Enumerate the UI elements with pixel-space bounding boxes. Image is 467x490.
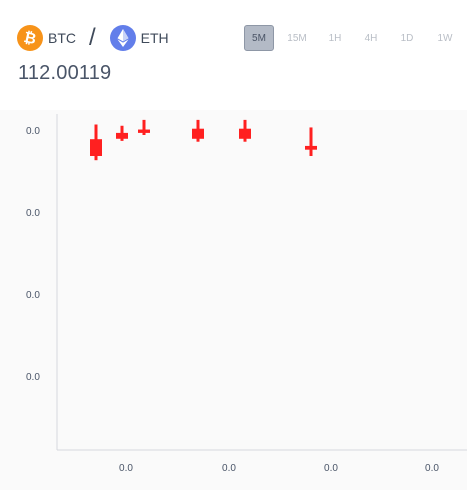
candle xyxy=(192,119,204,142)
trading-pair: ₿ BTC / ETH xyxy=(17,24,169,52)
x-tick-label: 0.0 xyxy=(425,463,439,474)
y-tick-label: 0.0 xyxy=(26,126,40,137)
y-tick-label: 0.0 xyxy=(26,372,40,383)
interval-1h-button[interactable]: 1H xyxy=(328,32,342,44)
interval-15m-button[interactable]: 15M xyxy=(287,32,307,44)
interval-1w-button[interactable]: 1W xyxy=(437,32,453,44)
candle xyxy=(239,119,251,142)
candle-body xyxy=(305,145,317,150)
candle xyxy=(138,119,150,135)
candlestick-chart-panel[interactable]: 0.0 0.0 0.0 0.0 0.0 0.0 0.0 0.0 xyxy=(0,110,467,490)
candle-body xyxy=(239,128,251,139)
candle xyxy=(116,125,128,141)
y-tick-label: 0.0 xyxy=(26,290,40,301)
interval-selector: 5M 15M 1H 4H 1D 1W xyxy=(244,25,460,51)
base-token-symbol: BTC xyxy=(48,30,76,46)
x-tick-label: 0.0 xyxy=(222,463,236,474)
ethereum-icon xyxy=(109,25,136,51)
candle-body xyxy=(90,139,102,156)
candle-body xyxy=(192,128,204,139)
candlestick-chart[interactable]: 0.0 0.0 0.0 0.0 0.0 0.0 0.0 0.0 xyxy=(0,110,467,490)
quote-token: ETH xyxy=(109,25,169,51)
candle-body xyxy=(138,129,150,133)
interval-5m-button[interactable]: 5M xyxy=(244,25,274,51)
pair-separator: / xyxy=(89,24,96,51)
x-tick-label: 0.0 xyxy=(324,463,338,474)
candle-body xyxy=(116,132,128,139)
current-price: 112.00119 xyxy=(18,62,112,84)
bitcoin-icon: ₿ xyxy=(17,25,43,51)
x-tick-label: 0.0 xyxy=(119,463,133,474)
y-tick-label: 0.0 xyxy=(26,208,40,219)
candle xyxy=(305,127,317,156)
chart-header: ₿ BTC / ETH 5M 15M 1H 4H 1D 1W 112.00119 xyxy=(0,0,467,110)
quote-token-symbol: ETH xyxy=(140,30,169,46)
candle xyxy=(90,124,102,161)
svg-text:₿: ₿ xyxy=(22,28,38,48)
interval-4h-button[interactable]: 4H xyxy=(364,32,378,44)
base-token: ₿ BTC xyxy=(17,25,76,51)
interval-1d-button[interactable]: 1D xyxy=(400,32,414,44)
